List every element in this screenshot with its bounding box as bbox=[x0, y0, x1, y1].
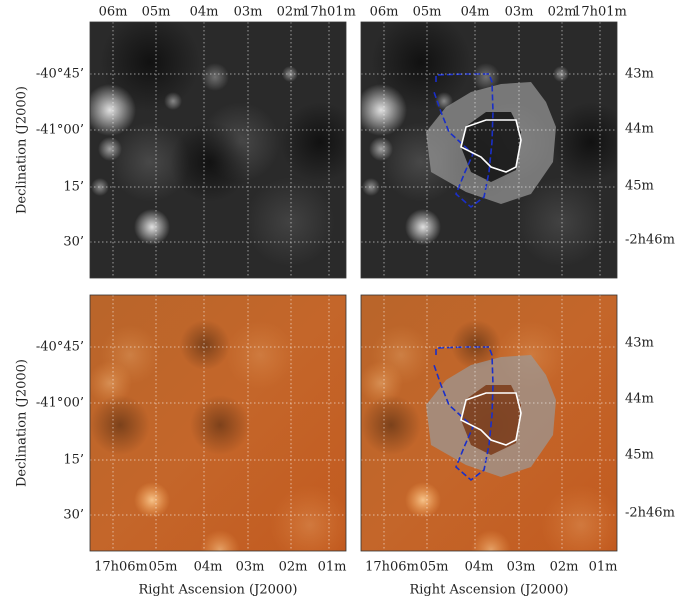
shadow bbox=[361, 395, 421, 455]
ra-tick-label: 02m bbox=[550, 560, 579, 575]
ra-tick-label: 03m bbox=[234, 5, 263, 20]
source bbox=[541, 485, 621, 565]
source bbox=[270, 485, 350, 565]
image-panel bbox=[88, 295, 350, 570]
dec-tick-label: -41°00’ bbox=[36, 123, 84, 138]
source bbox=[100, 325, 160, 385]
ra-tick-label: 05m bbox=[413, 5, 442, 20]
shadow bbox=[180, 320, 230, 370]
shadow bbox=[190, 395, 250, 455]
shadow bbox=[90, 395, 150, 455]
x-axis-title: Right Ascension (J2000) bbox=[138, 583, 297, 598]
ra-tick-label: 17h01m bbox=[573, 5, 627, 20]
source bbox=[134, 482, 170, 518]
ra-tick-label: 05m bbox=[142, 5, 171, 20]
image-panel bbox=[84, 12, 360, 278]
y-axis-title: Declination (J2000) bbox=[15, 86, 30, 214]
source bbox=[405, 209, 441, 245]
source bbox=[201, 63, 229, 91]
y-axis-title: Declination (J2000) bbox=[15, 359, 30, 487]
dec-tick-label: -41°00’ bbox=[36, 396, 84, 411]
x-axis-title: Right Ascension (J2000) bbox=[409, 583, 568, 598]
shadow bbox=[280, 102, 360, 182]
ra-tick-label: 02m bbox=[277, 5, 306, 20]
dec-tick-label: -40°45’ bbox=[36, 340, 84, 355]
ra-tick-label: 04m bbox=[194, 560, 223, 575]
dec-tick-label: 15’ bbox=[63, 453, 84, 468]
right-tick-label: 44m bbox=[625, 122, 654, 137]
ra-tick-label: 03m bbox=[505, 5, 534, 20]
ra-tick-label: 01m bbox=[318, 560, 347, 575]
source bbox=[134, 209, 170, 245]
shadow bbox=[170, 122, 250, 202]
ra-tick-label: 06m bbox=[99, 5, 128, 20]
source bbox=[371, 325, 431, 385]
source bbox=[225, 320, 295, 390]
ra-tick-label: 17h01m bbox=[302, 5, 356, 20]
right-tick-label: 45m bbox=[625, 179, 654, 194]
ra-tick-label: 04m bbox=[465, 560, 494, 575]
ra-tick-label: 04m bbox=[190, 5, 219, 20]
source bbox=[405, 482, 441, 518]
dec-tick-label: -40°45’ bbox=[36, 67, 84, 82]
dec-tick-label: 30’ bbox=[63, 235, 84, 250]
ra-tick-label: 05m bbox=[149, 560, 178, 575]
ra-tick-label: 05m bbox=[420, 560, 449, 575]
right-tick-label: 43m bbox=[625, 67, 654, 82]
dec-tick-label: 15’ bbox=[63, 180, 84, 195]
ra-tick-label: 01m bbox=[589, 560, 618, 575]
right-tick-label: 45m bbox=[625, 448, 654, 463]
image-panel bbox=[355, 12, 631, 278]
shadow bbox=[100, 12, 200, 112]
right-tick-label: 44m bbox=[625, 392, 654, 407]
right-tick-label: 43m bbox=[625, 336, 654, 351]
ra-tick-label: 02m bbox=[279, 560, 308, 575]
source bbox=[245, 177, 335, 267]
ra-tick-label: 03m bbox=[236, 560, 265, 575]
right-tick-label: -2h46m bbox=[625, 506, 675, 521]
ra-tick-label: 06m bbox=[370, 5, 399, 20]
image-panel bbox=[359, 295, 621, 570]
ra-tick-label: 02m bbox=[548, 5, 577, 20]
ra-tick-label: 17h06m bbox=[365, 560, 419, 575]
figure: 06m05m04m03m02m17h01m-40°45’-41°00’15’30… bbox=[0, 0, 699, 604]
shadow bbox=[371, 12, 471, 112]
ra-tick-label: 04m bbox=[461, 5, 490, 20]
ra-tick-label: 03m bbox=[507, 560, 536, 575]
dec-tick-label: 30’ bbox=[63, 508, 84, 523]
right-tick-label: -2h46m bbox=[625, 233, 675, 248]
shadow bbox=[551, 102, 631, 182]
ra-tick-label: 17h06m bbox=[94, 560, 148, 575]
